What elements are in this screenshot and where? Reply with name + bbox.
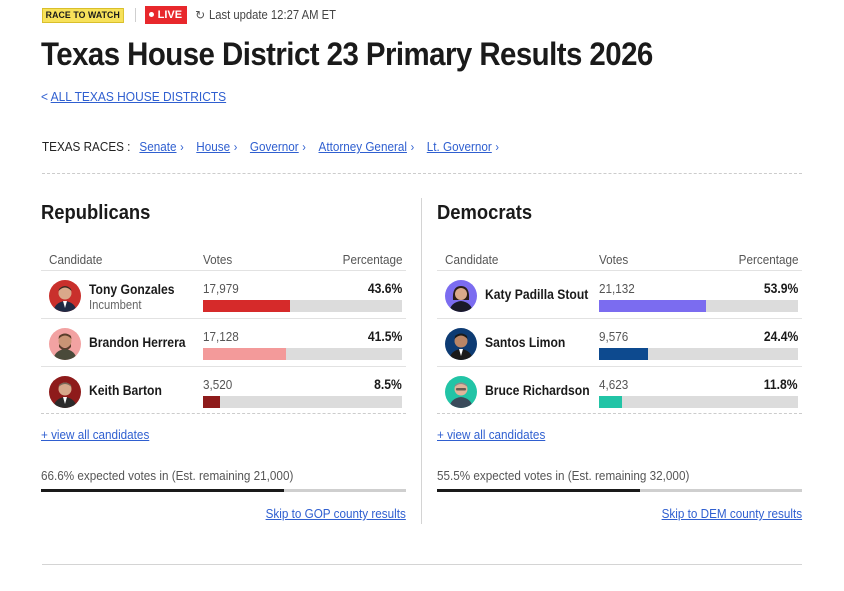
page-title: Texas House District 23 Primary Results … xyxy=(41,36,653,72)
candidate-row: Katy Padilla Stout 21,132 53.9% xyxy=(437,270,802,318)
race-link-governor[interactable]: Governor xyxy=(249,139,299,154)
vote-percentage: 8.5% xyxy=(374,377,402,392)
candidate-name: Bruce Richardson xyxy=(485,383,590,398)
refresh-icon[interactable]: ↻ xyxy=(195,8,206,22)
vote-share-bar xyxy=(203,348,402,360)
vote-percentage: 11.8% xyxy=(764,377,798,392)
candidate-name: Santos Limon xyxy=(485,335,566,350)
vote-percentage: 43.6% xyxy=(367,281,402,296)
vote-count: 21,132 xyxy=(599,281,635,296)
vote-share-bar xyxy=(599,348,798,360)
vote-share-fill xyxy=(203,348,286,360)
back-link-label: ALL TEXAS HOUSE DISTRICTS xyxy=(50,89,227,104)
candidate-photo xyxy=(49,328,81,360)
vote-share-bar xyxy=(599,396,798,408)
party-heading: Republicans xyxy=(41,202,151,224)
democratic-results-panel: Democrats Candidate Votes Percentage Kat… xyxy=(437,200,802,530)
party-heading: Democrats xyxy=(437,202,533,224)
chevron-right-icon: › xyxy=(180,139,184,154)
footer-divider xyxy=(42,564,802,565)
republican-results-panel: Republicans Candidate Votes Percentage T… xyxy=(41,200,406,530)
vote-share-fill xyxy=(203,300,290,312)
candidate-name: Keith Barton xyxy=(89,383,162,398)
vote-share-fill xyxy=(599,348,648,360)
live-badge: LIVE xyxy=(144,6,188,24)
vote-share-bar xyxy=(599,300,798,312)
expected-votes-fill xyxy=(437,489,640,492)
candidate-name: Katy Padilla Stout xyxy=(485,287,589,302)
vote-count: 17,979 xyxy=(203,281,239,296)
vote-share-fill xyxy=(203,396,220,408)
candidate-row: Keith Barton 3,520 8.5% xyxy=(41,366,406,414)
vote-count: 3,520 xyxy=(203,377,233,392)
section-divider xyxy=(42,173,802,174)
view-all-candidates-link[interactable]: + view all candidates xyxy=(41,427,150,442)
vote-percentage: 53.9% xyxy=(763,281,798,296)
vote-count: 9,576 xyxy=(599,329,629,344)
column-header-votes: Votes xyxy=(599,252,629,267)
candidate-photo xyxy=(49,280,81,312)
status-bar: RACE TO WATCH LIVE ↻ Last update 12:27 A… xyxy=(42,6,350,24)
vote-share-fill xyxy=(599,396,623,408)
skip-to-dem-county-results-link[interactable]: Skip to DEM county results xyxy=(661,506,802,521)
candidate-row: Santos Limon 9,576 24.4% xyxy=(437,318,802,366)
incumbent-label: Incumbent xyxy=(89,298,142,312)
expected-votes-bar xyxy=(437,489,802,492)
candidate-photo xyxy=(49,376,81,408)
vote-share-fill xyxy=(599,300,707,312)
race-link-senate[interactable]: Senate xyxy=(139,139,177,154)
texas-races-nav: TEXAS RACES : Senate › House › Governor › A… xyxy=(42,139,512,154)
column-divider xyxy=(421,198,422,524)
last-update-text: Last update 12:27 AM ET xyxy=(209,8,337,22)
race-link-lt-governor[interactable]: Lt. Governor xyxy=(426,139,492,154)
vote-share-bar xyxy=(203,396,402,408)
column-header-votes: Votes xyxy=(203,252,233,267)
races-label: TEXAS RACES : xyxy=(42,139,131,154)
candidate-row: Brandon Herrera 17,128 41.5% xyxy=(41,318,406,366)
chevron-right-icon: › xyxy=(233,139,238,154)
view-all-candidates-link[interactable]: + view all candidates xyxy=(437,427,546,442)
candidate-photo xyxy=(445,376,477,408)
skip-to-gop-county-results-link[interactable]: Skip to GOP county results xyxy=(265,506,406,521)
race-link-house[interactable]: House xyxy=(196,139,231,154)
column-header-candidate: Candidate xyxy=(445,252,499,267)
vote-share-bar xyxy=(203,300,402,312)
chevron-right-icon: › xyxy=(410,139,415,154)
column-header-candidate: Candidate xyxy=(49,252,103,267)
all-texas-house-districts-link[interactable]: < ALL TEXAS HOUSE DISTRICTS xyxy=(41,89,226,104)
vote-count: 17,128 xyxy=(203,329,239,344)
expected-votes-text: 66.6% expected votes in (Est. remaining … xyxy=(41,468,294,483)
chevron-left-icon: < xyxy=(41,89,48,104)
candidate-photo xyxy=(445,328,477,360)
vote-count: 4,623 xyxy=(599,377,629,392)
expected-votes-bar xyxy=(41,489,406,492)
candidate-name: Tony Gonzales xyxy=(89,282,175,297)
race-link-attorney-general[interactable]: Attorney General xyxy=(318,139,407,154)
candidate-photo xyxy=(445,280,477,312)
candidate-name: Brandon Herrera xyxy=(89,335,186,350)
race-to-watch-badge: RACE TO WATCH xyxy=(42,7,124,23)
candidate-row: Tony Gonzales Incumbent 17,979 43.6% xyxy=(41,270,406,318)
expected-votes-text: 55.5% expected votes in (Est. remaining … xyxy=(437,468,690,483)
expected-votes-fill xyxy=(41,489,285,492)
column-header-percentage: Percentage xyxy=(342,252,402,267)
chevron-right-icon: › xyxy=(495,139,500,154)
column-header-percentage: Percentage xyxy=(738,252,798,267)
candidate-row: Bruce Richardson 4,623 11.8% xyxy=(437,366,802,414)
vote-percentage: 24.4% xyxy=(763,329,798,344)
vote-percentage: 41.5% xyxy=(367,329,402,344)
chevron-right-icon: › xyxy=(302,139,306,154)
divider xyxy=(134,8,136,22)
